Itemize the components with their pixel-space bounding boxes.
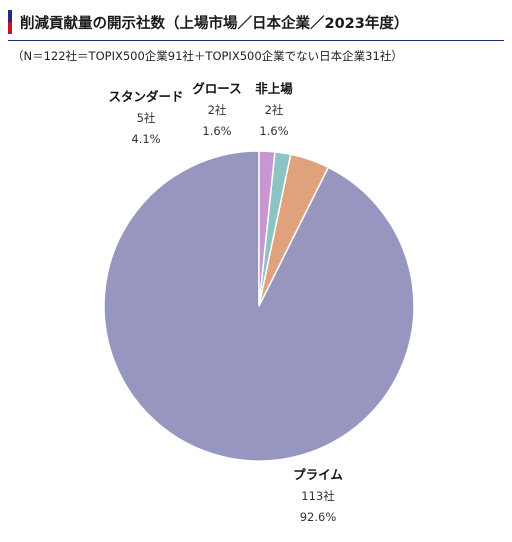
slice-label-percent: 1.6%: [202, 124, 231, 138]
chart-subtitle: （N＝122社＝TOPIX500企業91社＋TOPIX500企業でない日本企業3…: [12, 49, 403, 63]
slice-label-name: スタンダード: [108, 89, 183, 104]
title-accent-bottom: [8, 22, 12, 34]
title-accent-top: [8, 10, 12, 22]
slice-label-percent: 92.6%: [300, 510, 337, 524]
slice-label-count: 2社: [208, 103, 227, 117]
slice-label-count: 113社: [301, 489, 335, 503]
slice-label-name: 非上場: [255, 81, 293, 96]
slice-label-count: 2社: [265, 103, 284, 117]
pie-slices: [103, 150, 415, 462]
chart-header: 削減貢献量の開示社数（上場市場／日本企業／2023年度）: [8, 6, 504, 42]
slice-label-percent: 4.1%: [131, 132, 160, 146]
slice-label-count: 5社: [137, 111, 156, 125]
chart-title: 削減貢献量の開示社数（上場市場／日本企業／2023年度）: [20, 16, 409, 32]
pie-slice-4: [258, 150, 276, 307]
slice-label-percent: 1.6%: [259, 124, 288, 138]
slice-label-name: グロース: [192, 81, 241, 96]
slice-label-name: プライム: [293, 467, 343, 482]
title-accent-bar: [8, 10, 12, 34]
slice-labels: プライム 113社 92.6% スタンダード 5社 4.1% グロース 2社 1.6% 非上場 2社…: [108, 81, 343, 524]
title-underline: [8, 40, 504, 41]
